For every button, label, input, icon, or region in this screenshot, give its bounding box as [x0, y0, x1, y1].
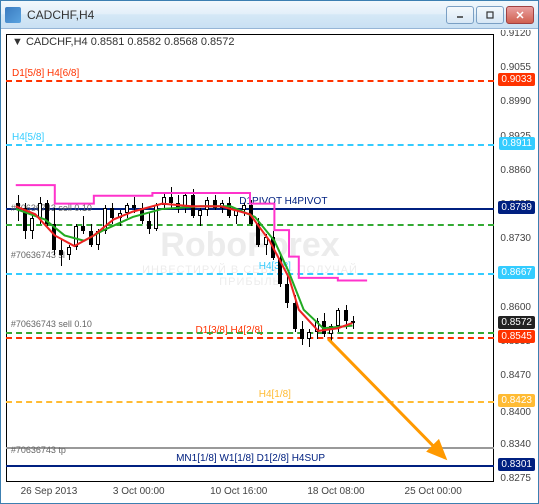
price-tag: 0.8423: [498, 394, 535, 407]
close-button[interactable]: [506, 6, 534, 24]
trend-arrow: [328, 339, 445, 458]
indicator-line: [16, 206, 353, 328]
price-tag: 0.8911: [499, 137, 535, 150]
app-icon: [5, 7, 21, 23]
ytick-label: 0.8600: [500, 302, 531, 313]
price-tag: 0.8789: [498, 201, 535, 214]
chart-svg: [6, 34, 494, 482]
chart-plot[interactable]: RoboForex ИНВЕСТИРУЙ В СЕБЯ — ПОЛУЧАЙ ПР…: [6, 34, 494, 482]
xtick-label: 18 Oct 08:00: [307, 486, 364, 497]
ytick-label: 0.8990: [500, 96, 531, 107]
ytick-label: 0.8275: [500, 473, 531, 484]
xtick-label: 25 Oct 00:00: [405, 486, 462, 497]
xtick-label: 3 Oct 00:00: [113, 486, 165, 497]
titlebar[interactable]: CADCHF,H4: [1, 1, 538, 29]
xtick-label: 26 Sep 2013: [21, 486, 78, 497]
ytick-label: 0.8400: [500, 407, 531, 418]
indicator-line: [16, 204, 353, 331]
chart-area[interactable]: ▼ CADCHF,H4 0.8581 0.8582 0.8568 0.8572 …: [2, 30, 537, 502]
price-tag: 0.8301: [498, 458, 535, 471]
window-title: CADCHF,H4: [27, 8, 444, 22]
ytick-label: 0.9055: [500, 62, 531, 73]
maximize-button[interactable]: [476, 6, 504, 24]
ytick-label: 0.8730: [500, 233, 531, 244]
price-tag: 0.9033: [498, 73, 535, 86]
xtick-label: 10 Oct 16:00: [210, 486, 267, 497]
indicator-line: [16, 185, 367, 280]
chart-title-ohlc: ▼ CADCHF,H4 0.8581 0.8582 0.8568 0.8572: [12, 36, 234, 48]
price-tag: 0.8545: [498, 330, 535, 343]
price-tag: 0.8572: [498, 316, 535, 329]
minimize-button[interactable]: [446, 6, 474, 24]
ytick-label: 0.8340: [500, 439, 531, 450]
ytick-label: 0.9120: [500, 30, 531, 39]
price-tag: 0.8667: [498, 266, 535, 279]
window-frame: CADCHF,H4 ▼ CADCHF,H4 0.8581 0.8582 0.85…: [0, 0, 539, 504]
ytick-label: 0.8860: [500, 165, 531, 176]
ytick-label: 0.8470: [500, 370, 531, 381]
